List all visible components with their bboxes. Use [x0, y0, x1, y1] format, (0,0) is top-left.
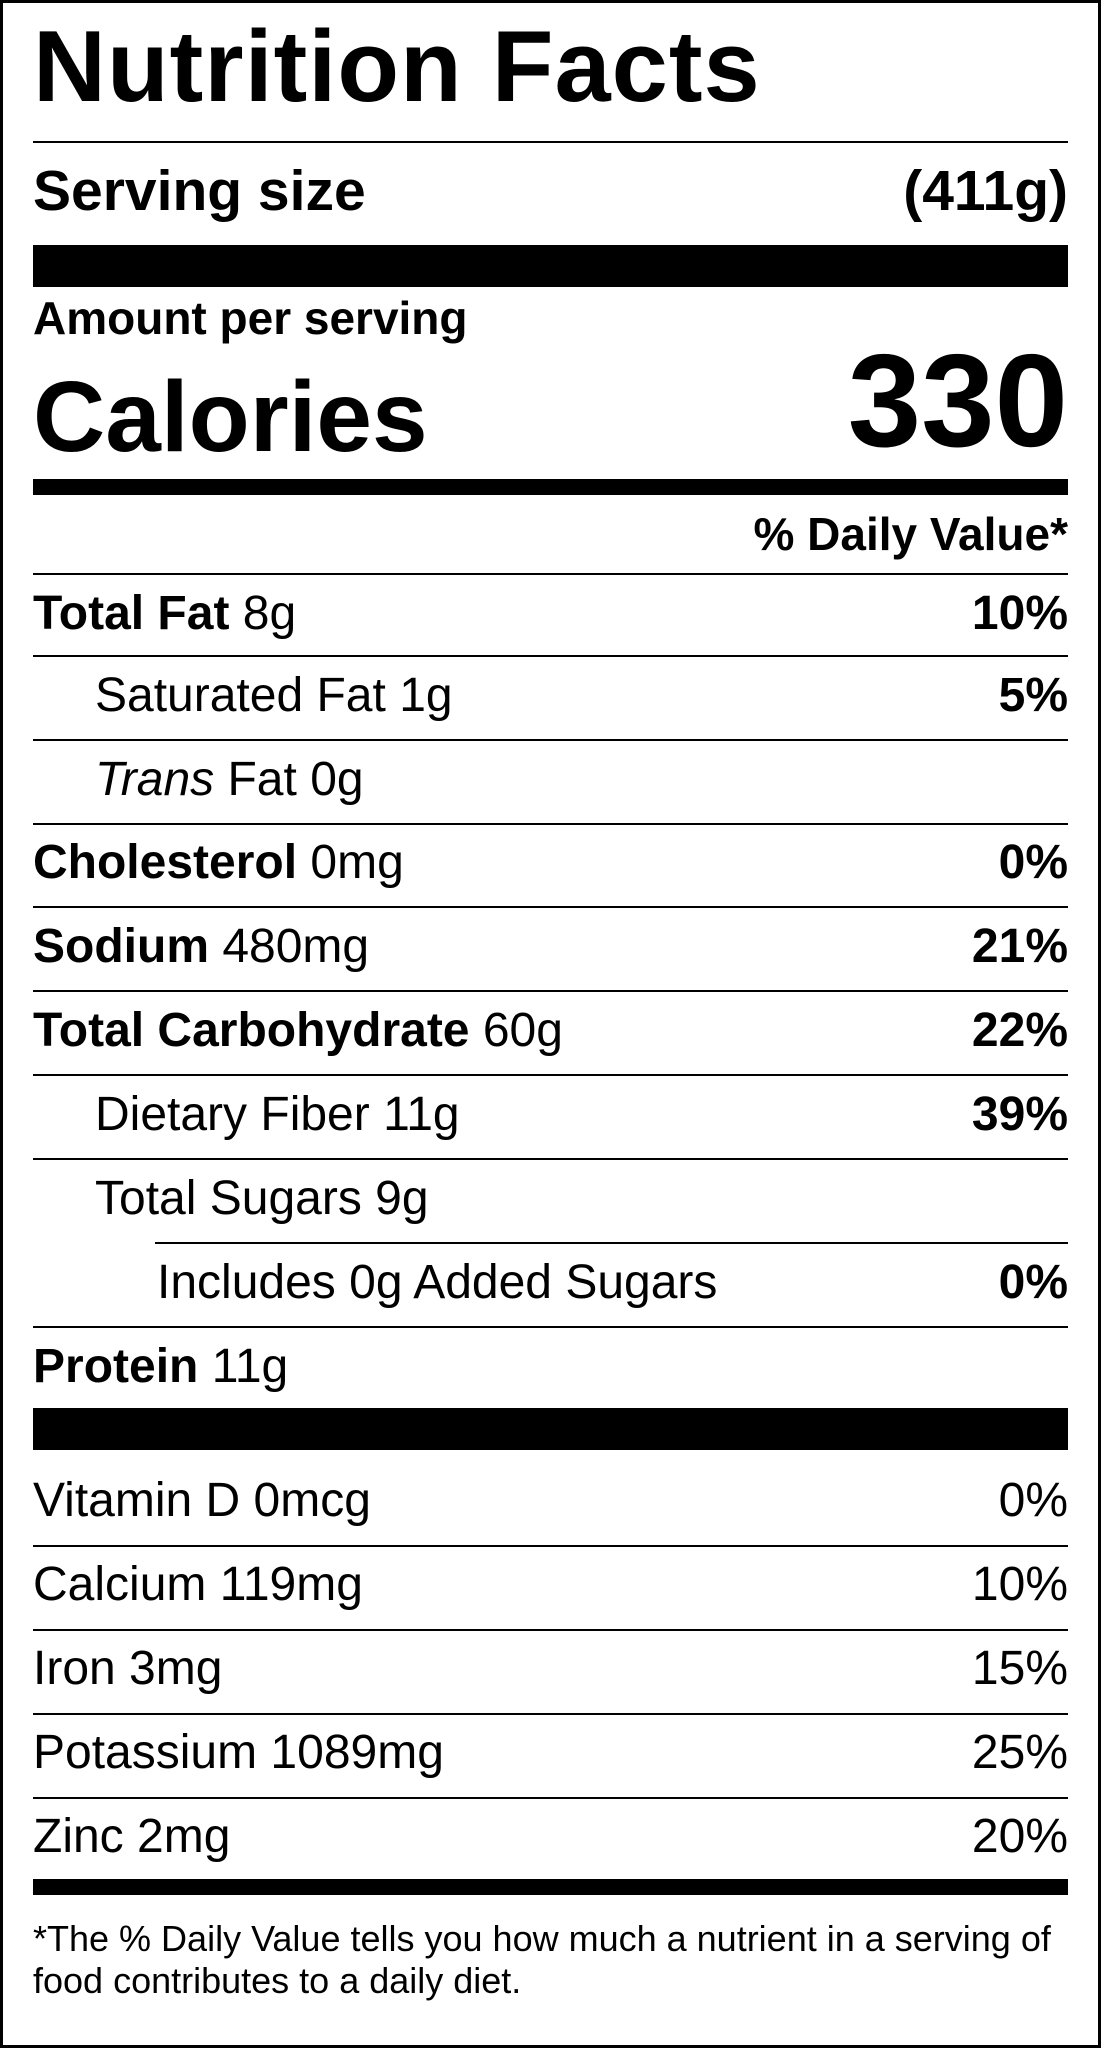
- calories-label: Calories: [33, 361, 428, 473]
- vitamin-text: Zinc 2mg: [33, 1810, 231, 1863]
- nutrient-amount: 0g: [310, 753, 364, 806]
- nutrient-dv: 22%: [971, 1004, 1068, 1057]
- divider: [33, 1074, 1068, 1076]
- nutrient-amount: 11g: [211, 1340, 289, 1393]
- nutrient-amount: 0mg: [310, 836, 404, 889]
- divider: [33, 906, 1068, 908]
- serving-size-value: (411g): [903, 159, 1068, 223]
- nutrient-text: Includes 0g Added Sugars: [157, 1256, 718, 1309]
- nutrient-row-cholesterol: Cholesterol 0mg 0%: [33, 838, 1068, 888]
- nutrient-amount: 11g: [383, 1088, 460, 1141]
- nutrient-name: Protein: [33, 1340, 199, 1393]
- divider: [33, 141, 1068, 143]
- divider: [33, 1629, 1068, 1631]
- nutrient-row-dietary-fiber: Dietary Fiber 11g 39%: [33, 1090, 1068, 1140]
- nutrient-row-total-carbohydrate: Total Carbohydrate 60g 22%: [33, 1006, 1068, 1056]
- nutrient-dv: 21%: [971, 920, 1068, 973]
- vitamin-row: Vitamin D 0mcg 0%: [33, 1476, 1068, 1526]
- vitamin-row: Potassium 1089mg 25%: [33, 1728, 1068, 1778]
- nutrient-dv: 0%: [998, 836, 1068, 889]
- vitamin-dv: 10%: [971, 1558, 1068, 1611]
- serving-size-label: Serving size: [33, 159, 366, 223]
- vitamin-text: Calcium 119mg: [33, 1558, 363, 1611]
- calories-value: 330: [847, 327, 1068, 474]
- divider: [33, 1545, 1068, 1547]
- nutrient-amount: 480mg: [222, 920, 370, 973]
- divider: [33, 990, 1068, 992]
- amount-per-serving: Amount per serving: [33, 292, 468, 344]
- nutrient-row-added-sugars: Includes 0g Added Sugars 0%: [33, 1258, 1068, 1308]
- serving-size-row: Serving size (411g): [33, 163, 1068, 220]
- nutrient-row-protein: Protein 11g: [33, 1342, 1068, 1392]
- divider: [33, 655, 1068, 657]
- vitamin-text: Iron 3mg: [33, 1642, 223, 1695]
- divider: [33, 1797, 1068, 1799]
- nutrient-row-sodium: Sodium 480mg 21%: [33, 922, 1068, 972]
- vitamin-text: Potassium 1089mg: [33, 1726, 444, 1779]
- divider: [33, 573, 1068, 575]
- vitamin-dv: 15%: [971, 1642, 1068, 1695]
- nutrient-row-total-sugars: Total Sugars 9g: [33, 1174, 1068, 1224]
- daily-value-header: % Daily Value*: [753, 508, 1069, 560]
- label-title: Nutrition Facts: [33, 11, 761, 123]
- nutrient-amount: 8g: [242, 587, 297, 640]
- nutrient-name: Dietary Fiber: [95, 1088, 370, 1141]
- nutrient-amount: 60g: [482, 1004, 563, 1057]
- nutrient-name: Sodium: [33, 920, 209, 973]
- nutrient-amount: 9g: [375, 1172, 429, 1225]
- divider-thick: [33, 245, 1068, 287]
- divider-thick: [33, 1408, 1068, 1450]
- nutrient-row-saturated-fat: Saturated Fat 1g 5%: [33, 671, 1068, 721]
- divider: [33, 823, 1068, 825]
- vitamin-dv: 0%: [998, 1474, 1068, 1527]
- nutrient-amount: 1g: [399, 669, 453, 722]
- divider: [33, 1158, 1068, 1160]
- nutrient-name: Cholesterol: [33, 836, 298, 889]
- nutrient-name: Saturated Fat: [95, 669, 386, 722]
- nutrient-dv: 0%: [998, 1256, 1068, 1309]
- footnote: *The % Daily Value tells you how much a …: [33, 1918, 1051, 2002]
- nutrient-row-total-fat: Total Fat 8g 10%: [33, 589, 1068, 639]
- vitamin-row: Calcium 119mg 10%: [33, 1560, 1068, 1610]
- nutrient-dv: 39%: [971, 1088, 1068, 1141]
- divider: [33, 1326, 1068, 1328]
- vitamin-row: Iron 3mg 15%: [33, 1644, 1068, 1694]
- nutrient-dv: 10%: [971, 587, 1068, 640]
- divider: [155, 1242, 1068, 1244]
- nutrient-name: Total Carbohydrate: [33, 1004, 470, 1057]
- nutrient-name: Total Sugars: [95, 1172, 362, 1225]
- nutrient-name: Total Fat: [33, 587, 230, 640]
- divider-medium: [33, 1879, 1068, 1895]
- vitamin-row: Zinc 2mg 20%: [33, 1812, 1068, 1862]
- divider: [33, 1713, 1068, 1715]
- vitamin-dv: 20%: [971, 1810, 1068, 1863]
- divider: [33, 739, 1068, 741]
- nutrient-row-trans-fat: Trans Fat 0g: [33, 755, 1068, 805]
- divider-medium: [33, 479, 1068, 495]
- vitamin-text: Vitamin D 0mcg: [33, 1474, 371, 1527]
- calories-row: Calories 330: [33, 327, 1068, 474]
- vitamin-dv: 25%: [971, 1726, 1068, 1779]
- nutrient-dv: 5%: [998, 669, 1068, 722]
- nutrient-name: Fat: [227, 753, 297, 806]
- nutrient-name-italic: Trans: [95, 753, 215, 806]
